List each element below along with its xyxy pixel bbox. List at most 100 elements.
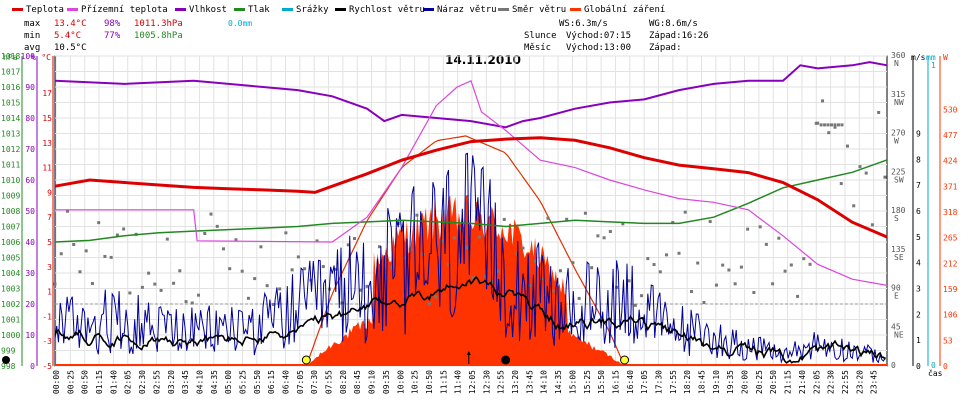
wind-direction-point <box>839 182 843 186</box>
x-tick-label: 13:20 <box>511 370 520 394</box>
x-tick-label: 08:45 <box>353 370 362 394</box>
wind-direction-cardinal: E <box>894 292 899 301</box>
pressure-tick: 999 <box>1 347 16 356</box>
wind-direction-point <box>278 287 282 291</box>
pressure-tick: 1012 <box>1 145 20 154</box>
wind-direction-point <box>652 263 656 267</box>
wind-direction-point <box>228 267 232 271</box>
wind-direction-point <box>596 234 600 238</box>
wind-direction-point <box>590 266 594 270</box>
pressure-tick: 1016 <box>1 83 20 92</box>
x-tick-label: 22:05 <box>812 370 821 394</box>
x-tick-label: 10:50 <box>425 370 434 394</box>
temperature-tick: 13 <box>42 139 52 148</box>
wind-direction-tick: 180 <box>891 206 906 215</box>
wind-direction-tick: 360 <box>891 51 906 60</box>
wind-direction-point <box>621 222 625 226</box>
x-tick-label: 17:55 <box>669 370 678 394</box>
stat-min-hum: 77% <box>104 31 121 41</box>
pressure-tick: 1003 <box>1 285 20 294</box>
x-tick-label: 05:50 <box>253 370 262 394</box>
wind-speed-tick: 3 <box>916 285 921 294</box>
wind-speed-tick: 4 <box>916 259 921 268</box>
x-tick-label: 17:05 <box>640 370 649 394</box>
legend-swatch <box>570 8 581 11</box>
wind-direction-point <box>184 300 188 304</box>
wind-direction-point <box>836 123 840 127</box>
wind-direction-point <box>752 291 756 295</box>
wind-direction-point <box>240 269 244 273</box>
stat-min-press: 1005.8hPa <box>134 31 183 41</box>
wind-direction-point <box>147 271 151 275</box>
wind-direction-point <box>577 296 581 300</box>
wind-direction-point <box>259 245 263 249</box>
legend-swatch <box>423 8 434 11</box>
x-tick-label: 19:10 <box>712 370 721 394</box>
wind-direction-point <box>823 123 827 127</box>
wind-direction-point <box>90 281 94 285</box>
radiation-area <box>308 194 627 366</box>
temperature-tick: -3 <box>42 337 52 346</box>
wind-direction-point <box>764 242 768 246</box>
wind-direction-point <box>221 247 225 251</box>
pressure-tick: 1010 <box>1 176 20 185</box>
wind-direction-point <box>153 282 157 286</box>
x-tick-label: 07:55 <box>325 370 334 394</box>
x-tick-label: 01:15 <box>95 370 104 394</box>
wind-direction-cardinal: W <box>894 137 899 146</box>
wind-direction-point <box>78 270 82 274</box>
wind-direction-point <box>59 252 63 256</box>
wind-direction-point <box>727 268 731 272</box>
info-moon-rise: Východ:13:00 <box>566 43 631 53</box>
temperature-axis-unit: °C <box>41 53 51 62</box>
wind-direction-point <box>671 221 675 225</box>
axes: hPa1018101710161015101410131012101110101… <box>1 51 958 394</box>
radiation-tick: 371 <box>943 182 958 191</box>
wind-direction-point <box>696 261 700 265</box>
wind-direction-cardinal: SE <box>894 253 904 262</box>
legend: Teplota Přízemní teplota Vlhkost Tlak Srážky… <box>12 5 665 15</box>
wind-direction-tick: 90 <box>891 284 901 293</box>
x-tick-label: 08:20 <box>339 370 348 394</box>
x-tick-label: 19:35 <box>726 370 735 394</box>
wind-direction-point <box>203 232 207 236</box>
wind-direction-point <box>658 270 662 274</box>
pressure-tick: 998 <box>1 362 16 371</box>
wind-direction-point <box>359 288 363 292</box>
wind-direction-point <box>877 110 881 114</box>
radiation-tick: 106 <box>943 311 958 320</box>
wind-direction-point <box>190 301 194 305</box>
wind-direction-point <box>808 262 812 266</box>
x-tick-label: 12:55 <box>497 370 506 394</box>
moonrise-marker <box>501 355 511 365</box>
wind-direction-point <box>427 302 431 306</box>
x-tick-label: 12:05 <box>468 370 477 394</box>
legend-swatch <box>234 8 245 11</box>
pressure-tick: 1018 <box>1 52 20 61</box>
stats-block: max 13.4°C 98% 1011.3hPa 0.0mm min 5.4°C… <box>24 19 252 53</box>
wind-direction-point <box>533 259 537 263</box>
info-block: WS:6.3m/s WG:8.6m/s Slunce Východ:07:15 … <box>524 19 709 53</box>
x-tick-label: 04:35 <box>210 370 219 394</box>
wind-direction-point <box>608 229 612 233</box>
temperature-tick: 15 <box>42 114 52 123</box>
pressure-tick: 1017 <box>1 68 20 77</box>
wind-direction-point <box>702 301 706 305</box>
x-tick-label: 18:20 <box>683 370 692 394</box>
markers <box>2 351 630 365</box>
wind-direction-point <box>377 245 381 249</box>
noon-marker-arrow <box>466 351 471 355</box>
x-tick-label: 22:30 <box>827 370 836 394</box>
stat-avg-label: avg <box>24 43 40 53</box>
pressure-tick: 1013 <box>1 130 20 139</box>
wind-speed-tick: 1 <box>916 336 921 345</box>
x-tick-label: 02:05 <box>124 370 133 394</box>
x-tick-label: 22:55 <box>841 370 850 394</box>
pressure-axis-unit: hPa <box>3 53 18 62</box>
radiation-tick: 530 <box>943 105 958 114</box>
wind-direction-point <box>477 235 481 239</box>
wind-direction-point <box>434 295 438 299</box>
wind-direction-tick: 270 <box>891 129 906 138</box>
